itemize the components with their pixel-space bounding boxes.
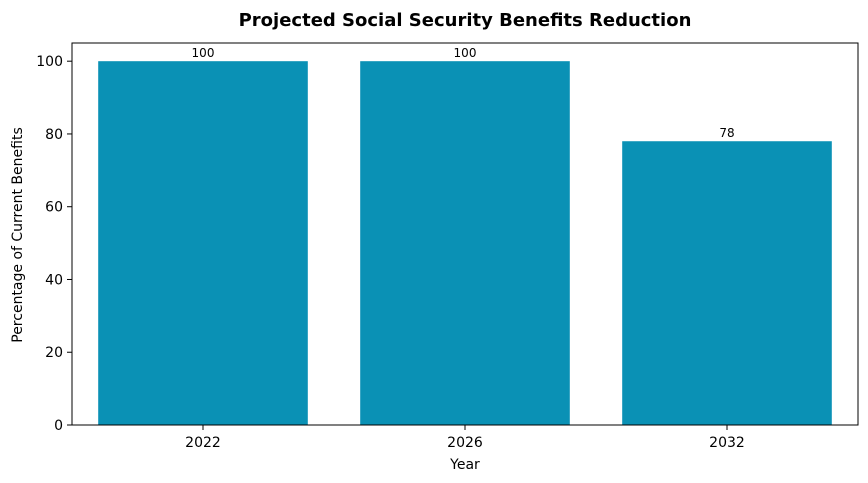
y-tick-label-60: 60 (45, 200, 63, 216)
plot-area: 100 100 78 0 20 40 60 80 100 2022 2026 2032 (36, 42, 859, 451)
x-tick-label-2022: 2022 (185, 435, 221, 451)
x-tick-label-2032: 2032 (709, 435, 745, 451)
bar-2026 (360, 61, 570, 425)
y-axis-label: Percentage of Current Benefits (10, 127, 26, 343)
y-tick-label-20: 20 (45, 345, 63, 361)
data-label-2026: 100 (454, 46, 477, 60)
bar-2022 (98, 61, 308, 425)
y-tick-label-40: 40 (45, 272, 63, 288)
x-axis-label: Year (449, 457, 480, 473)
data-label-2032: 78 (719, 126, 734, 140)
y-tick-label-100: 100 (36, 54, 63, 70)
data-label-2022: 100 (192, 46, 215, 60)
chart-title: Projected Social Security Benefits Reduc… (239, 10, 692, 31)
x-tick-label-2026: 2026 (447, 435, 483, 451)
bar-2032 (622, 141, 832, 425)
y-tick-label-80: 80 (45, 127, 63, 143)
y-tick-label-0: 0 (54, 418, 63, 434)
